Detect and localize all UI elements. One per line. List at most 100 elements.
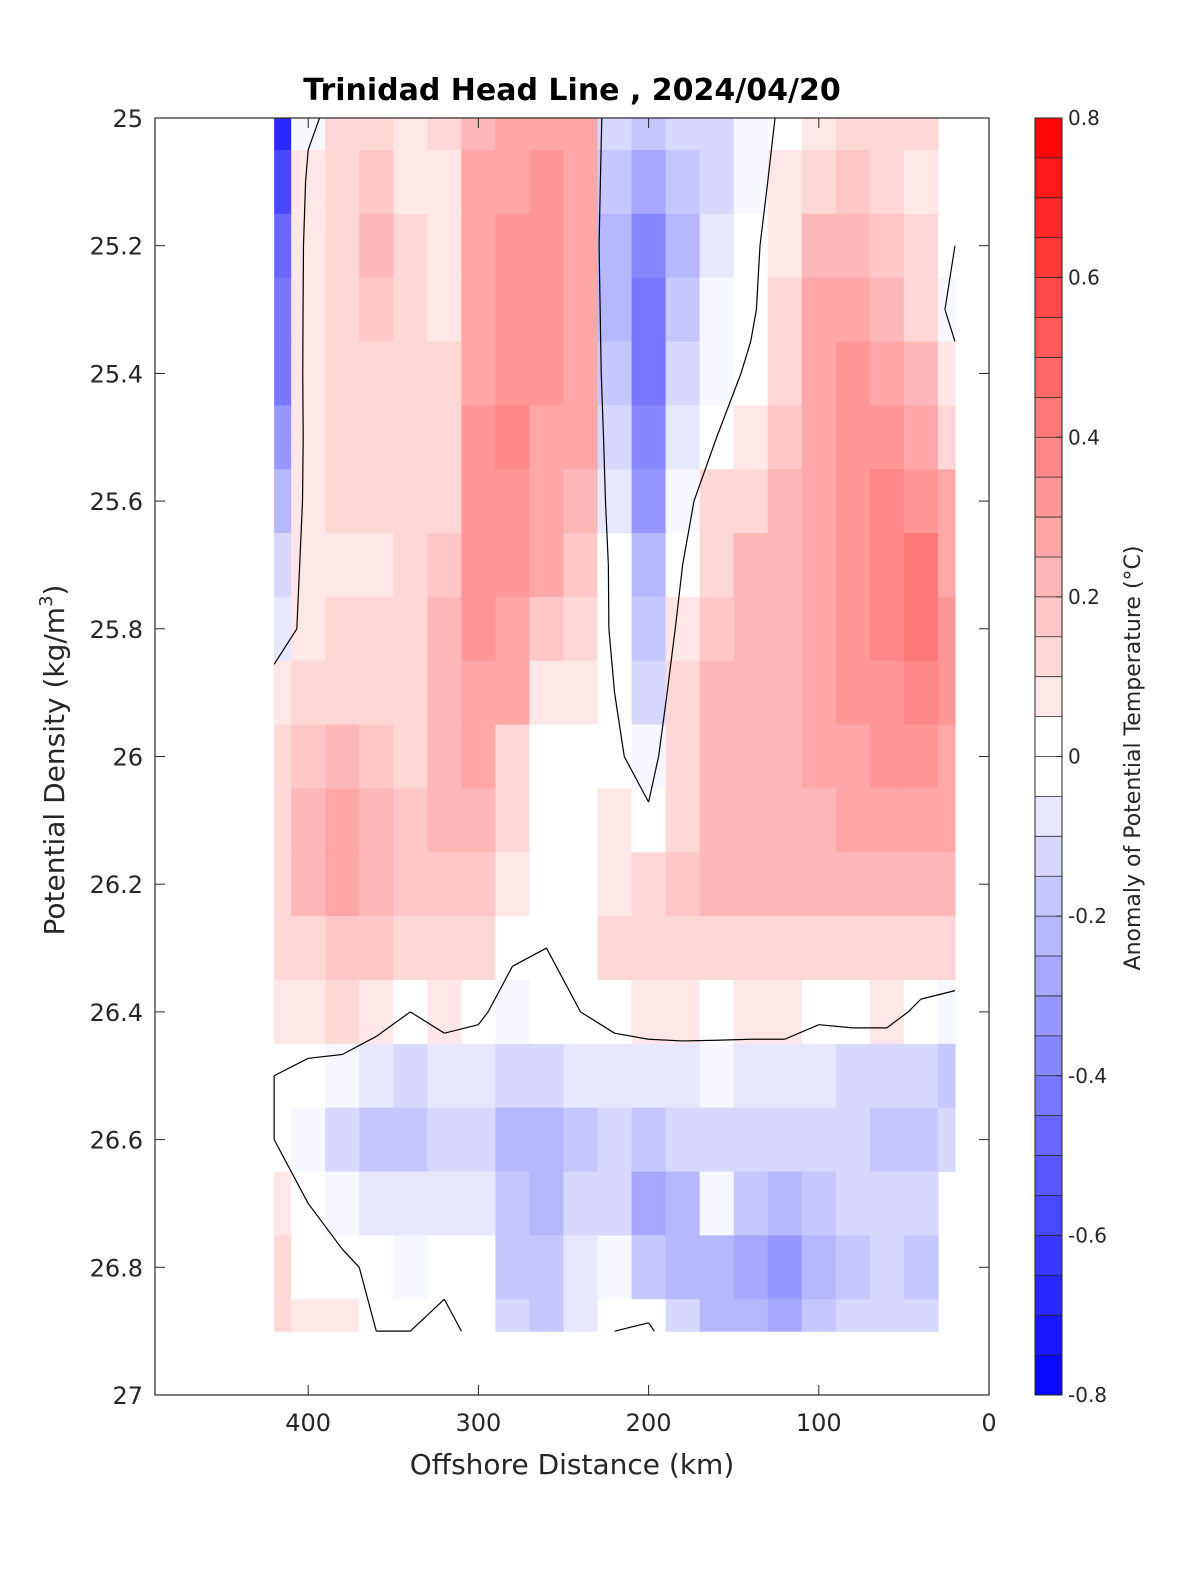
heatmap-cell — [461, 1299, 497, 1332]
heatmap-cell — [325, 405, 360, 470]
heatmap-cell — [869, 1171, 905, 1236]
colorbar-band — [1035, 916, 1062, 957]
heatmap-cell — [767, 1043, 803, 1109]
heatmap-cell — [733, 852, 769, 917]
heatmap-cell — [325, 596, 360, 662]
contour-segment — [375, 1011, 411, 1037]
contour-segment — [613, 692, 625, 757]
heatmap-cell — [529, 1171, 565, 1236]
heatmap-cell — [393, 596, 428, 662]
heatmap-cell — [801, 1299, 837, 1332]
heatmap-cell — [461, 213, 497, 279]
contour-segment — [307, 1203, 343, 1250]
heatmap-cell — [325, 1107, 360, 1173]
heatmap-cell — [937, 533, 956, 598]
heatmap-cell — [733, 469, 769, 534]
heatmap-cell — [427, 788, 462, 853]
contour-segment — [920, 990, 956, 1000]
contour-segment — [409, 1298, 445, 1332]
contour-segment — [273, 1139, 309, 1204]
colorbar-band — [1035, 836, 1062, 877]
heatmap-cell — [274, 533, 292, 598]
contour-segment — [307, 118, 321, 151]
heatmap-cell — [427, 469, 462, 534]
zero-contour-lines — [273, 118, 956, 1332]
heatmap-cell — [563, 1235, 599, 1300]
heatmap-cell — [359, 341, 394, 406]
heatmap-cell — [597, 1107, 633, 1173]
heatmap-cell — [563, 1171, 599, 1236]
heatmap-cell — [529, 788, 565, 853]
heatmap-cell — [291, 1299, 326, 1332]
contour-segment — [304, 149, 309, 182]
heatmap-cell — [427, 1107, 462, 1173]
heatmap-cell — [291, 405, 326, 470]
heatmap-cell — [665, 1107, 701, 1173]
heatmap-cell — [937, 277, 956, 343]
heatmap-cell — [291, 724, 326, 790]
heatmap-cell — [495, 788, 531, 853]
contour-segment — [341, 1248, 360, 1268]
heatmap-cell — [325, 277, 360, 343]
contour-segment — [648, 1038, 683, 1042]
contour-segment — [273, 1057, 309, 1077]
heatmap-cell — [461, 596, 497, 662]
colorbar-band — [1035, 995, 1062, 1037]
heatmap-cell — [597, 596, 633, 662]
heatmap-cell — [665, 1043, 701, 1109]
heatmap-cell — [359, 660, 394, 726]
heatmap-cell — [597, 149, 633, 215]
heatmap-cell — [393, 533, 428, 598]
heatmap-cell — [529, 341, 565, 406]
colorbar-band — [1035, 118, 1062, 159]
x-tick-label: 300 — [455, 1409, 501, 1437]
contour-segment — [648, 756, 660, 803]
heatmap-cell — [325, 852, 360, 917]
heatmap-cell — [767, 149, 803, 215]
heatmap-cell — [699, 341, 735, 406]
colorbar-tick-label: 0.2 — [1068, 585, 1100, 609]
colorbar — [1035, 118, 1062, 1396]
colorbar-band — [1035, 1315, 1062, 1356]
heatmap-cell — [427, 916, 462, 981]
contour-segment — [598, 181, 601, 246]
heatmap-cell — [665, 1235, 701, 1300]
heatmap-cell — [835, 405, 871, 470]
contour-segment — [682, 1039, 717, 1042]
heatmap-cell — [665, 277, 701, 343]
heatmap-cell — [631, 1299, 667, 1332]
y-tick-label: 27 — [112, 1382, 143, 1410]
heatmap-cell — [427, 341, 462, 406]
heatmap-cell — [767, 1299, 803, 1332]
heatmap-cell — [597, 852, 633, 917]
heatmap-cell — [665, 118, 701, 151]
heatmap-cell — [495, 724, 531, 790]
contour-segment — [784, 1024, 820, 1040]
contour-segment — [614, 1032, 649, 1040]
contour-segment — [944, 309, 956, 342]
heatmap-cell — [801, 724, 837, 790]
heatmap-cell — [903, 1171, 939, 1236]
x-tick-label: 0 — [981, 1409, 996, 1437]
colorbar-band — [1035, 636, 1062, 678]
heatmap-cell — [427, 724, 462, 790]
heatmap-cell — [665, 788, 701, 853]
heatmap-cell — [393, 213, 428, 279]
heatmap-cell — [903, 1235, 939, 1300]
heatmap-cell — [903, 724, 939, 790]
heatmap-cell — [529, 469, 565, 534]
colorbar-band — [1035, 157, 1062, 199]
heatmap-cell — [393, 149, 428, 215]
heatmap-cell — [563, 916, 599, 981]
contour-segment — [409, 1011, 445, 1034]
heatmap-cell — [359, 213, 394, 279]
heatmap-cell — [495, 149, 531, 215]
heatmap-cell — [427, 979, 462, 1045]
heatmap-cell — [937, 724, 956, 790]
heatmap-cell — [291, 341, 326, 406]
heatmap-cell — [529, 149, 565, 215]
heatmap-cell — [835, 533, 871, 598]
heatmap-cell — [631, 916, 667, 981]
heatmap-cell — [631, 660, 667, 726]
y-tick-label: 26.2 — [90, 871, 143, 899]
